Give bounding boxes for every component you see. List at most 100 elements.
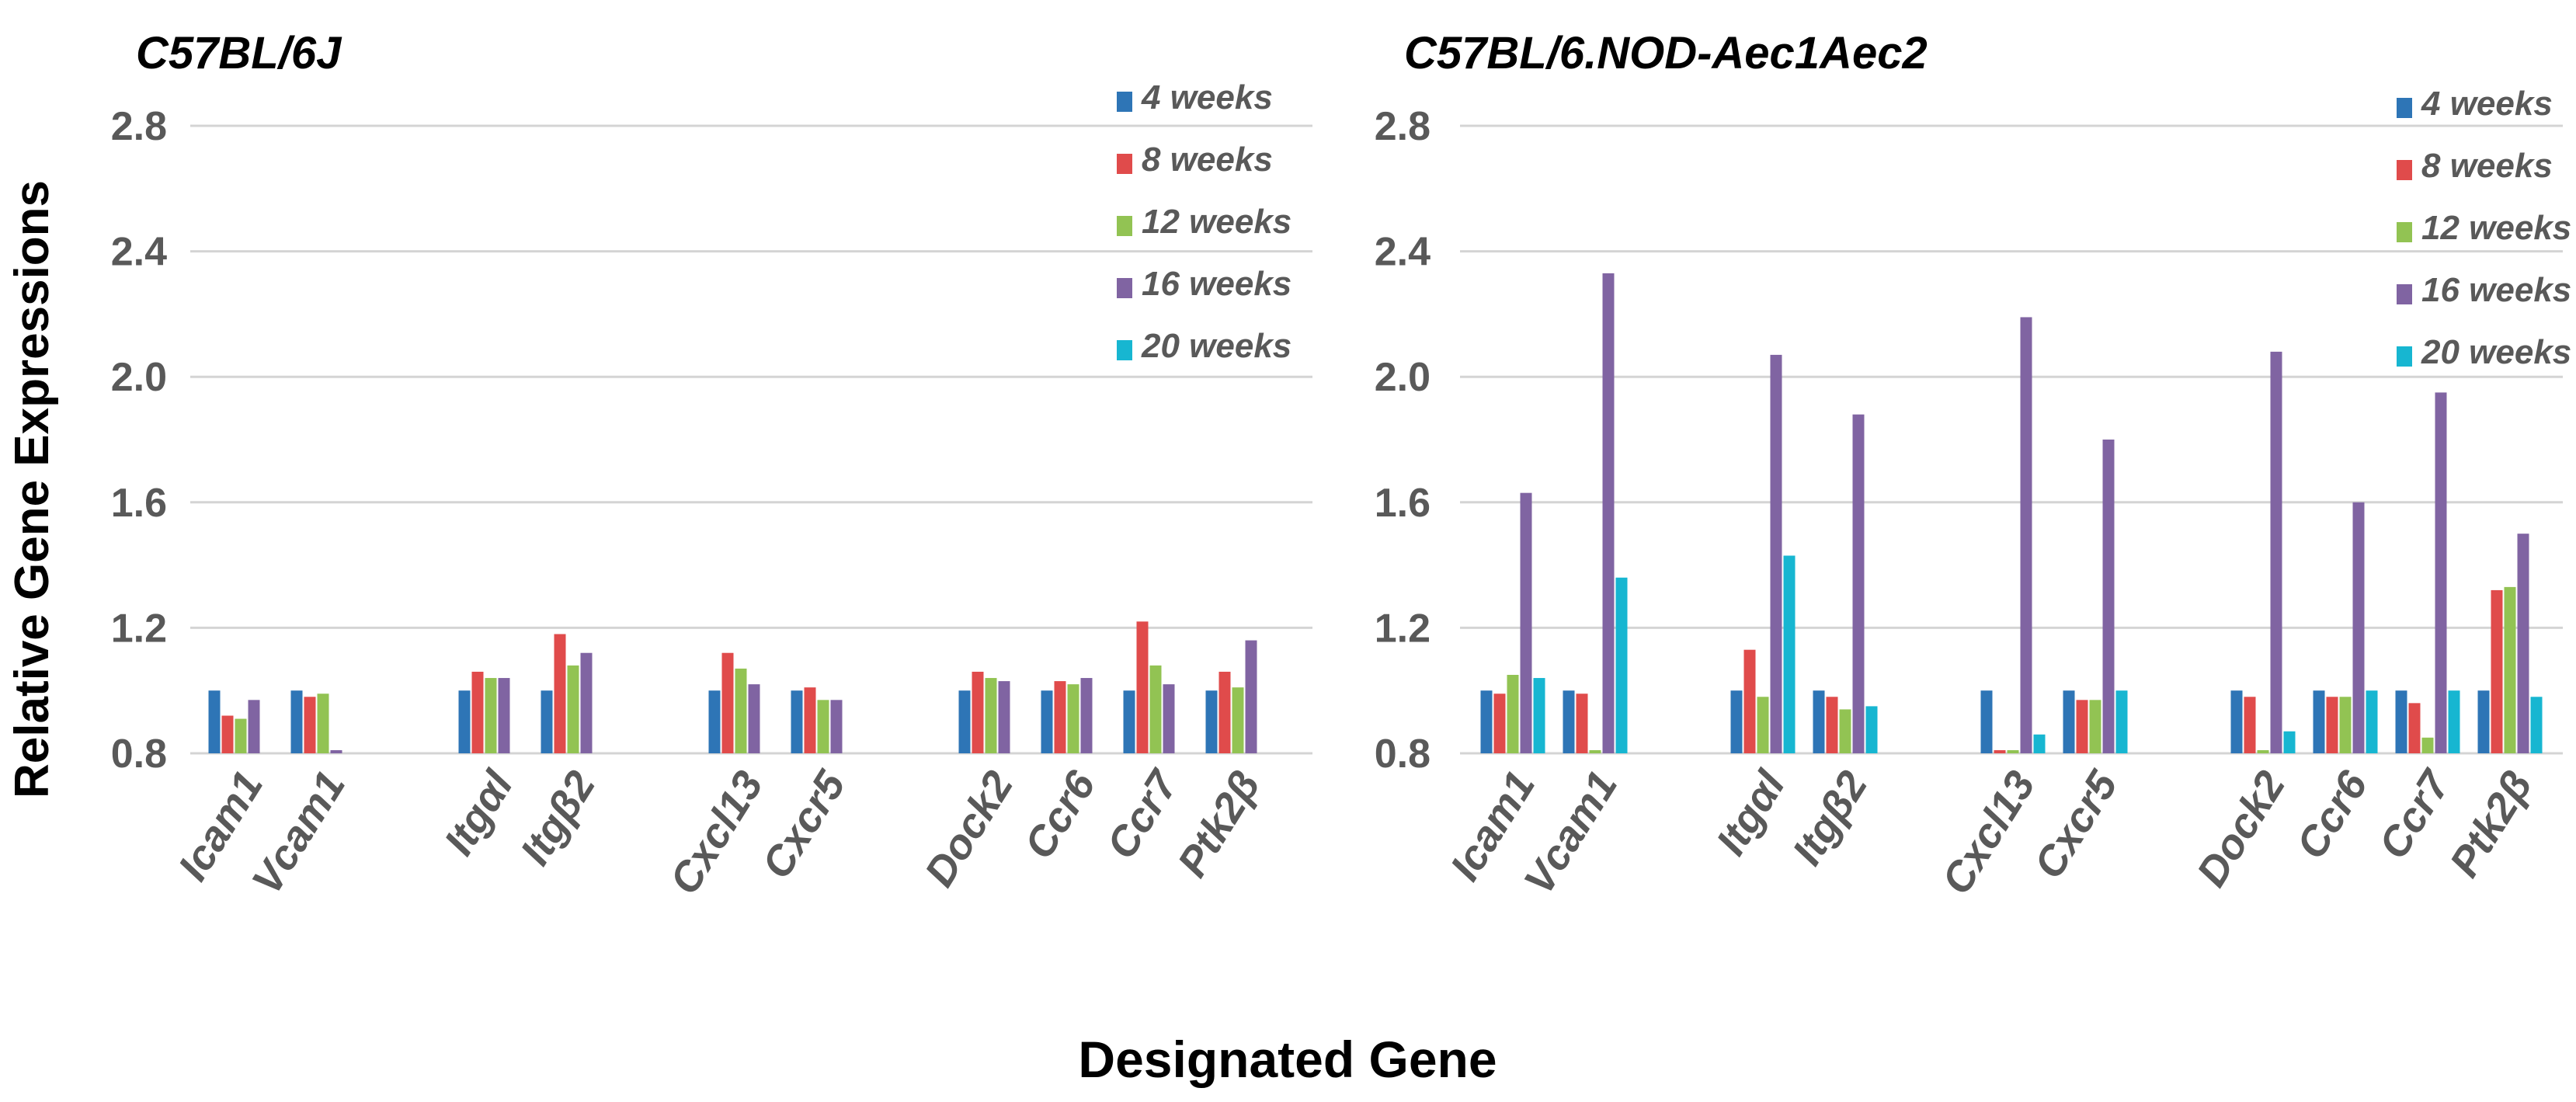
bar-20-weeks-Itgαl: [1783, 555, 1796, 753]
bar-12-weeks-Ptk2β: [1232, 687, 1244, 753]
bar-16-weeks-Cxcl13: [748, 684, 760, 753]
legend-label: 4 weeks: [1141, 78, 1273, 116]
bar-4-weeks-Dock2: [2230, 690, 2243, 753]
bar-16-weeks-Itgαl: [498, 678, 510, 753]
bar-16-weeks-Itgβ2: [580, 652, 593, 753]
bar-4-weeks-Itgβ2: [1813, 690, 1825, 753]
x-category-label: Dock2: [2188, 763, 2294, 895]
y-tick-label: 2.8: [111, 104, 167, 149]
legend-label: 4 weeks: [2421, 85, 2553, 123]
legend-swatch: [1117, 92, 1132, 112]
x-category-label: Itgαl: [1708, 763, 1795, 864]
bar-20-weeks-Ccr6: [2366, 690, 2378, 753]
x-category-label: Dock2: [916, 763, 1022, 895]
legend-label: 16 weeks: [1142, 265, 1291, 303]
bar-12-weeks-Ccr7: [2421, 737, 2434, 753]
bar-4-weeks-Vcam1: [290, 690, 303, 753]
bar-12-weeks-Icam1: [235, 718, 247, 753]
bar-4-weeks-Itgαl: [1730, 690, 1743, 753]
legend-label: 12 weeks: [2421, 209, 2571, 247]
bar-16-weeks-Ccr7: [1163, 684, 1175, 753]
bar-4-weeks-Itgαl: [458, 690, 471, 753]
chart-title: C57BL/6.NOD-Aec1Aec2: [1404, 28, 1928, 78]
bar-12-weeks-Cxcl13: [2007, 749, 2019, 753]
bar-20-weeks-Ptk2β: [2530, 697, 2543, 753]
bar-16-weeks-Itgαl: [1770, 354, 1782, 753]
bar-12-weeks-Dock2: [985, 678, 997, 753]
bar-4-weeks-Icam1: [1480, 690, 1493, 753]
bar-12-weeks-Ccr6: [1067, 684, 1079, 753]
y-tick-label: 2.8: [1375, 104, 1431, 149]
bar-16-weeks-Ptk2β: [1245, 640, 1257, 753]
figure-y-axis-label: Relative Gene Expressions: [5, 180, 59, 798]
y-tick-label: 1.6: [1375, 481, 1431, 526]
legend-label: 20 weeks: [1141, 327, 1291, 365]
bar-12-weeks-Icam1: [1507, 675, 1519, 753]
bar-12-weeks-Itgβ2: [567, 665, 579, 753]
bar-8-weeks-Itgβ2: [1826, 697, 1838, 753]
bar-16-weeks-Cxcr5: [830, 700, 843, 753]
bar-8-weeks-Itgαl: [1743, 649, 1756, 753]
y-tick-label: 1.2: [111, 606, 167, 651]
bar-20-weeks-Itgβ2: [1865, 706, 1878, 753]
x-category-label: Cxcl13: [661, 763, 772, 902]
bar-16-weeks-Vcam1: [330, 749, 342, 753]
x-category-label: Ptk2β: [1169, 763, 1269, 885]
legend-swatch: [2397, 98, 2412, 118]
bar-8-weeks-Dock2: [972, 671, 984, 753]
bar-12-weeks-Ptk2β: [2504, 586, 2516, 753]
legend-swatch: [1117, 216, 1132, 236]
bar-4-weeks-Vcam1: [1563, 690, 1575, 753]
x-category-label: Cxcr5: [753, 763, 855, 887]
bar-8-weeks-Itgαl: [471, 671, 484, 753]
x-category-label: Cxcl13: [1933, 763, 2044, 902]
bar-16-weeks-Ptk2β: [2517, 534, 2529, 753]
bar-12-weeks-Vcam1: [1589, 749, 1601, 753]
bar-16-weeks-Dock2: [998, 681, 1010, 753]
legend-swatch: [2397, 160, 2412, 180]
x-category-label: Ccr6: [1016, 763, 1105, 867]
legend-swatch: [1117, 278, 1132, 298]
y-tick-label: 2.4: [111, 230, 167, 275]
bar-4-weeks-Cxcl13: [708, 690, 721, 753]
bar-8-weeks-Cxcr5: [804, 687, 816, 753]
bar-8-weeks-Dock2: [2244, 697, 2256, 753]
legend-label: 16 weeks: [2421, 271, 2571, 309]
bar-20-weeks-Icam1: [1533, 678, 1545, 753]
bar-16-weeks-Vcam1: [1602, 273, 1615, 753]
bar-8-weeks-Icam1: [221, 715, 234, 753]
bar-16-weeks-Itgβ2: [1852, 414, 1865, 753]
x-category-label: Itgβ2: [512, 763, 605, 874]
bar-4-weeks-Ccr6: [1041, 690, 1053, 753]
bar-16-weeks-Ccr6: [2352, 502, 2365, 753]
bar-16-weeks-Icam1: [1520, 492, 1532, 753]
bar-4-weeks-Ccr7: [1123, 690, 1135, 753]
y-tick-label: 0.8: [1375, 732, 1431, 777]
bar-12-weeks-Itgαl: [1757, 697, 1769, 753]
bar-8-weeks-Vcam1: [1576, 694, 1588, 753]
bar-4-weeks-Itgβ2: [541, 690, 553, 753]
legend-swatch: [2397, 346, 2412, 367]
bar-12-weeks-Ccr6: [2339, 697, 2352, 753]
legend-swatch: [1117, 340, 1132, 360]
bar-12-weeks-Itgβ2: [1839, 709, 1851, 753]
bar-8-weeks-Ccr6: [2326, 697, 2338, 753]
bar-12-weeks-Itgαl: [485, 678, 497, 753]
bar-4-weeks-Dock2: [958, 690, 971, 753]
bar-16-weeks-Cxcl13: [2020, 317, 2032, 753]
legend-label: 12 weeks: [1142, 203, 1291, 241]
legend-swatch: [2397, 222, 2412, 242]
x-category-label: Ccr6: [2288, 763, 2377, 867]
bar-4-weeks-Icam1: [208, 690, 221, 753]
figure-x-axis-label: Designated Gene: [1078, 1031, 1497, 1088]
chart-panel-2: C57BL/6.NOD-Aec1Aec20.81.21.62.02.42.8Ic…: [1375, 28, 2572, 902]
bar-20-weeks-Cxcr5: [2115, 690, 2128, 753]
bar-4-weeks-Ptk2β: [2477, 690, 2490, 753]
bar-8-weeks-Ccr7: [1136, 621, 1149, 753]
bar-12-weeks-Cxcr5: [817, 700, 829, 753]
bar-4-weeks-Cxcr5: [2063, 690, 2075, 753]
bar-20-weeks-Ccr7: [2448, 690, 2460, 753]
x-category-label: Itgβ2: [1784, 763, 1877, 874]
